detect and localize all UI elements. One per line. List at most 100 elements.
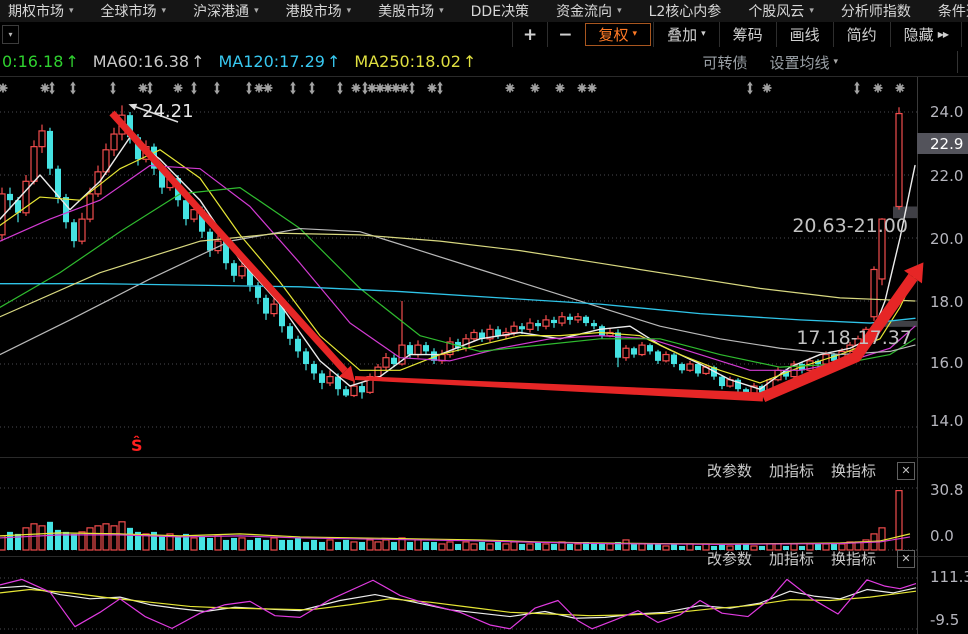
updown-marker-icon xyxy=(337,81,343,95)
updown-marker-icon xyxy=(70,81,76,95)
volume-bar-down xyxy=(63,531,69,550)
menu-item-8[interactable]: 个股风云 ▾ xyxy=(748,1,814,21)
candle-body-up xyxy=(895,112,903,208)
volume-bar-down xyxy=(679,545,685,550)
event-marker-icon xyxy=(375,83,385,93)
toolbar-button-2[interactable]: 筹码 xyxy=(718,22,776,47)
menu-item-5[interactable]: DDE决策 xyxy=(471,1,529,21)
menu-item-9[interactable]: 分析师指数 xyxy=(841,1,911,21)
trend-up-arrowhead xyxy=(904,262,924,284)
candle-body-down xyxy=(279,304,285,327)
indicator-header-btn-0[interactable]: 改参数 xyxy=(706,550,752,568)
menu-item-6[interactable]: 资金流向 ▾ xyxy=(556,1,622,21)
candle-body-down xyxy=(263,297,269,314)
volume-bar-down xyxy=(655,543,661,550)
candle-body-down xyxy=(815,360,821,364)
menu-item-10[interactable]: 条件选股 xyxy=(938,1,968,21)
event-marker-icon xyxy=(351,83,361,93)
candle-body-up xyxy=(270,303,278,315)
toolbar-button-5[interactable]: 隐藏 ▶▶ xyxy=(889,22,962,47)
toolbar-button-label: 复权 xyxy=(598,26,629,44)
zoom-in-button[interactable]: + xyxy=(512,22,547,47)
menu-item-2[interactable]: 沪深港通 ▾ xyxy=(193,1,259,21)
menu-item-7[interactable]: L2核心内参 xyxy=(649,1,722,21)
menu-item-3[interactable]: 港股市场 ▾ xyxy=(286,1,352,21)
candle-body-down xyxy=(655,351,661,361)
event-marker-icon xyxy=(399,83,409,93)
volume-bar-down xyxy=(343,539,349,550)
volume-panel-header: 改参数 加指标 换指标 ✕ xyxy=(707,460,915,481)
event-marker-icon xyxy=(873,83,883,93)
kdj-line-J xyxy=(0,578,917,630)
candle-body-down xyxy=(183,200,189,220)
volume-bar-down xyxy=(407,541,413,550)
chevron-down-icon: ▾ xyxy=(632,29,638,39)
convertible-bond-link[interactable]: 可转债 xyxy=(702,52,747,73)
candle-body-up xyxy=(374,366,382,378)
volume-header-btn-2[interactable]: 换指标 xyxy=(830,462,876,480)
toolbar-button-0[interactable]: 复权 ▾ xyxy=(584,23,652,46)
candle-body-up xyxy=(622,347,630,359)
toolbar-button-4[interactable]: 简约 xyxy=(832,22,890,47)
volume-bar-up xyxy=(638,543,646,551)
volume-bar-down xyxy=(127,527,133,550)
volume-header-btn-0[interactable]: 改参数 xyxy=(706,462,752,480)
volume-bar-down xyxy=(711,545,717,550)
ma-settings-link[interactable]: 设置均线 ▾ xyxy=(769,52,838,73)
menu-item-4[interactable]: 美股市场 ▾ xyxy=(378,1,444,21)
chevron-down-icon: ▾ xyxy=(439,5,444,16)
candle-body-down xyxy=(423,345,429,352)
menu-item-1[interactable]: 全球市场 ▾ xyxy=(101,1,167,21)
candle-body-down xyxy=(335,376,341,390)
chevron-down-icon: ▾ xyxy=(833,56,838,67)
indicator-header-btn-2[interactable]: 换指标 xyxy=(830,550,876,568)
volume-bar-down xyxy=(311,539,317,550)
volume-bar-up xyxy=(22,527,30,551)
event-marker-icon xyxy=(391,83,401,93)
candle-body-down xyxy=(7,193,13,201)
candle-body-up xyxy=(558,316,566,324)
menu-item-0[interactable]: 期权市场 ▾ xyxy=(8,1,74,21)
candle-body-down xyxy=(223,241,229,264)
toolbar-button-3[interactable]: 画线 xyxy=(775,22,833,47)
candle-body-up xyxy=(22,180,30,214)
peak-arrow-line xyxy=(135,106,179,123)
close-icon: ✕ xyxy=(901,552,911,565)
volume-bar-up xyxy=(510,541,518,551)
indicator-panel-close-button[interactable]: ✕ xyxy=(897,549,915,568)
trend-up-line xyxy=(760,273,918,403)
toolbar-button-1[interactable]: 叠加 ▾ xyxy=(653,22,719,47)
volume-bar-down xyxy=(183,533,189,550)
gap-zone-box xyxy=(878,320,917,327)
event-marker-icon xyxy=(555,83,565,93)
symbol-dropdown[interactable]: ▾ xyxy=(2,25,19,44)
ma-line-MA120 xyxy=(0,283,916,324)
volume-ma-layer xyxy=(0,532,911,545)
kdj-lines-layer xyxy=(0,578,917,630)
volume-bar-down xyxy=(175,535,181,550)
updown-marker-icon xyxy=(409,81,415,95)
volume-bar-up xyxy=(862,539,870,551)
ma-row-right-links: 可转债 设置均线 ▾ xyxy=(702,47,838,77)
trend-base-line xyxy=(354,376,764,402)
candle-body-up xyxy=(486,328,494,340)
double-arrow-icon: ▶▶ xyxy=(937,30,949,39)
indicator-panel-header: 改参数 加指标 换指标 ✕ xyxy=(707,548,915,569)
volume-bar-down xyxy=(279,539,285,550)
zoom-out-button[interactable]: − xyxy=(547,22,582,47)
candle-body-down xyxy=(127,115,133,138)
volume-bar-down xyxy=(519,543,525,550)
volume-bar-down xyxy=(455,543,461,550)
volume-header-btn-1[interactable]: 加指标 xyxy=(768,462,814,480)
candle-body-up xyxy=(86,193,94,220)
volume-bar-up xyxy=(686,543,694,551)
indicator-header-btn-1[interactable]: 加指标 xyxy=(768,550,814,568)
updown-marker-icon xyxy=(147,81,153,95)
volume-panel-close-button[interactable]: ✕ xyxy=(897,461,915,480)
volume-bar-up xyxy=(462,541,470,551)
kdj-line-D xyxy=(0,588,917,617)
chevron-down-icon: ▾ xyxy=(161,5,167,16)
candle-body-up xyxy=(414,344,422,356)
